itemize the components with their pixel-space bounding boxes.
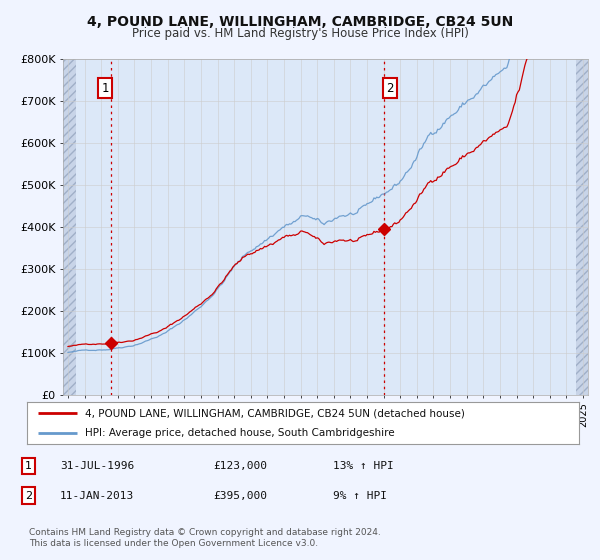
Text: £123,000: £123,000 <box>213 461 267 471</box>
Text: 11-JAN-2013: 11-JAN-2013 <box>60 491 134 501</box>
Text: 13% ↑ HPI: 13% ↑ HPI <box>333 461 394 471</box>
Text: 1: 1 <box>25 461 32 471</box>
Text: 2: 2 <box>386 82 394 95</box>
Text: 4, POUND LANE, WILLINGHAM, CAMBRIDGE, CB24 5UN (detached house): 4, POUND LANE, WILLINGHAM, CAMBRIDGE, CB… <box>85 408 465 418</box>
Text: Contains HM Land Registry data © Crown copyright and database right 2024.
This d: Contains HM Land Registry data © Crown c… <box>29 528 380 548</box>
Bar <box>577 59 588 395</box>
Text: 2: 2 <box>25 491 32 501</box>
Text: Price paid vs. HM Land Registry's House Price Index (HPI): Price paid vs. HM Land Registry's House … <box>131 27 469 40</box>
Bar <box>63 59 76 395</box>
Text: HPI: Average price, detached house, South Cambridgeshire: HPI: Average price, detached house, Sout… <box>85 428 395 437</box>
Text: £395,000: £395,000 <box>213 491 267 501</box>
Text: 1: 1 <box>101 82 109 95</box>
Text: 31-JUL-1996: 31-JUL-1996 <box>60 461 134 471</box>
Text: 4, POUND LANE, WILLINGHAM, CAMBRIDGE, CB24 5UN: 4, POUND LANE, WILLINGHAM, CAMBRIDGE, CB… <box>87 15 513 29</box>
Text: 9% ↑ HPI: 9% ↑ HPI <box>333 491 387 501</box>
